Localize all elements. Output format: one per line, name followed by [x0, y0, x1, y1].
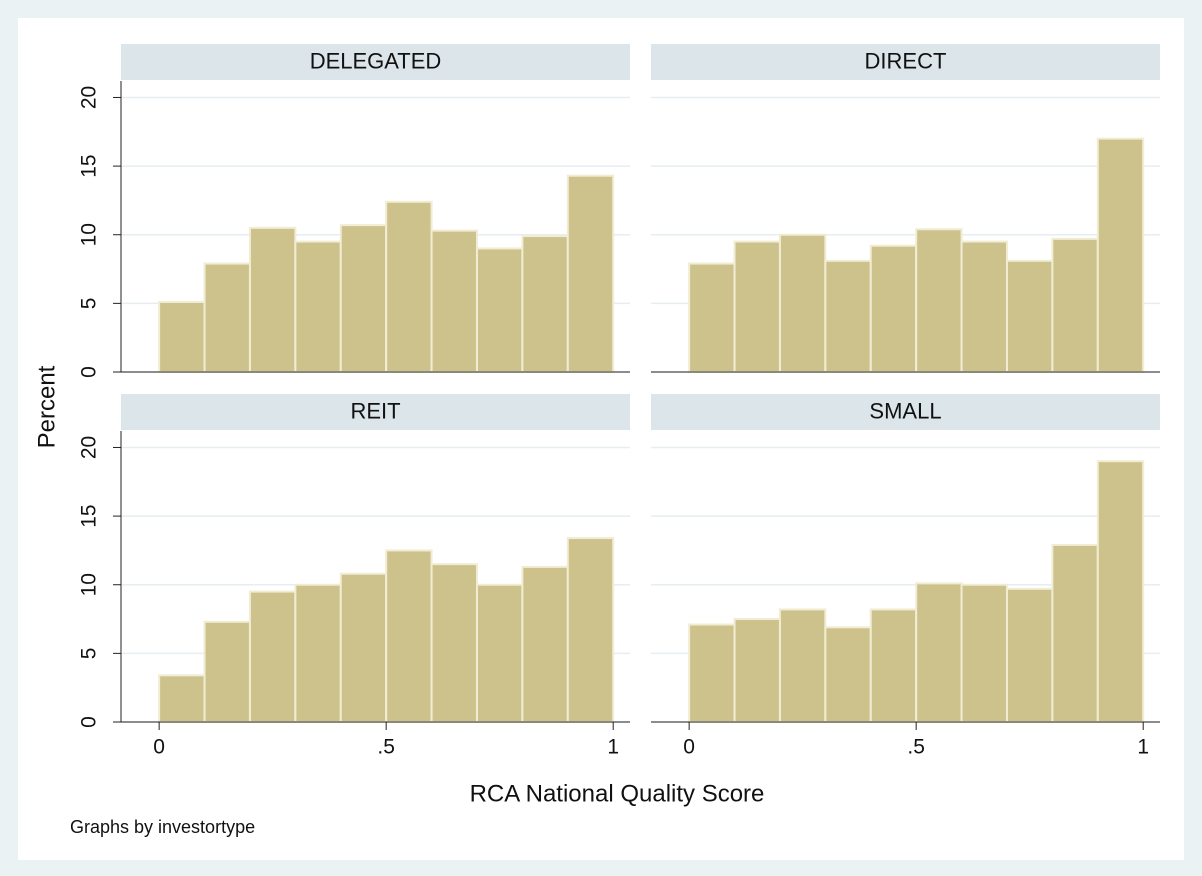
y-tick-label: 5	[78, 648, 101, 660]
bar	[869, 244, 918, 373]
bar	[733, 240, 781, 373]
y-tick-label: 10	[78, 573, 101, 596]
bar	[385, 549, 433, 723]
bar	[1051, 237, 1099, 373]
bar	[824, 259, 872, 373]
bar	[778, 233, 827, 373]
panel-title: DIRECT	[865, 48, 947, 73]
bar	[521, 565, 569, 723]
bar	[248, 590, 297, 723]
bar	[294, 240, 342, 373]
x-tick-label: .5	[907, 736, 925, 759]
y-tick-label: 0	[78, 716, 101, 728]
y-tick-label: 10	[78, 223, 101, 246]
bar	[203, 262, 251, 373]
x-tick-label: 1	[607, 736, 619, 759]
bar	[960, 240, 1008, 373]
panel-header	[651, 44, 1160, 80]
y-tick-label: 15	[78, 154, 101, 177]
bar	[203, 620, 251, 724]
x-tick-label: .5	[377, 736, 395, 759]
note: Graphs by investortype	[70, 817, 255, 837]
x-axis-label: RCA National Quality Score	[470, 780, 765, 807]
x-tick-label: 0	[683, 736, 695, 759]
bar	[1005, 259, 1054, 373]
x-tick-label: 1	[1137, 736, 1149, 759]
bar	[430, 229, 478, 373]
panel-header	[651, 394, 1160, 430]
bar	[778, 608, 827, 724]
bar	[1096, 460, 1145, 723]
bar	[1005, 587, 1054, 723]
bar	[566, 174, 615, 373]
x-tick-label: 0	[153, 736, 165, 759]
bar	[430, 563, 478, 724]
bar	[566, 537, 615, 723]
bar	[385, 200, 433, 373]
bar	[158, 300, 206, 373]
panel-header	[121, 44, 630, 80]
y-tick-label: 20	[78, 436, 101, 459]
bar	[915, 582, 963, 724]
y-tick-label: 15	[78, 504, 101, 527]
y-tick-label: 0	[78, 366, 101, 378]
plot-region	[18, 18, 1184, 860]
y-axis-label: Percent	[33, 365, 60, 448]
panel-header	[121, 394, 630, 430]
panel-title: SMALL	[869, 398, 941, 423]
bar	[521, 235, 569, 373]
bar	[1096, 137, 1145, 373]
bar	[475, 247, 524, 373]
bar	[733, 618, 781, 723]
bar	[1051, 543, 1099, 724]
bar	[915, 228, 963, 373]
bar	[824, 626, 872, 723]
y-tick-label: 5	[78, 298, 101, 310]
bar	[960, 583, 1008, 723]
bar	[475, 583, 524, 723]
bar	[339, 572, 388, 723]
bar	[158, 674, 206, 724]
bar	[688, 623, 736, 724]
bar	[248, 226, 297, 373]
y-tick-label: 20	[78, 86, 101, 109]
bar	[294, 583, 342, 723]
bar	[339, 224, 388, 373]
panel-title: REIT	[350, 398, 400, 423]
bar	[869, 608, 918, 724]
panel-title: DELEGATED	[310, 48, 442, 73]
bar	[688, 262, 736, 373]
